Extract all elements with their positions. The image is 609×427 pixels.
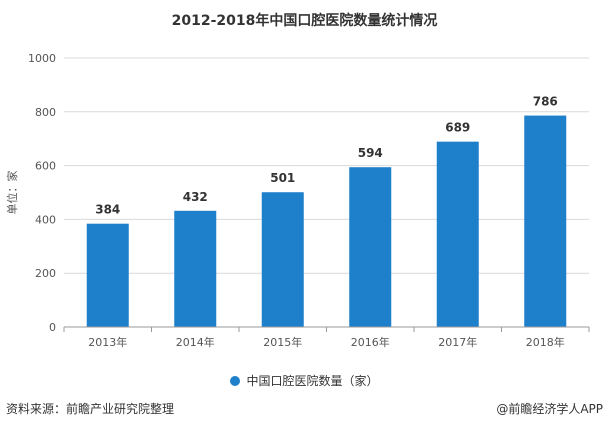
gridlines: [64, 57, 589, 274]
x-axis-ticks: 2013年 2014年 2015年 2016年 2017年 2018年: [63, 327, 590, 349]
x-tick-label: 2013年: [88, 335, 127, 349]
data-label: 594: [358, 146, 383, 160]
bar: [524, 115, 567, 327]
legend: 中国口腔医院数量（家）: [0, 372, 609, 389]
y-tick-label: 600: [35, 160, 56, 173]
data-label: 501: [270, 171, 295, 185]
data-label: 384: [95, 203, 120, 217]
y-tick-label: 0: [49, 321, 56, 334]
x-tick-label: 2017年: [438, 335, 477, 349]
data-label: 786: [533, 95, 558, 109]
x-tick-label: 2014年: [176, 335, 215, 349]
y-tick-label: 1000: [28, 52, 56, 65]
bar: [261, 192, 304, 327]
chart-title: 2012-2018年中国口腔医院数量统计情况: [171, 13, 438, 29]
x-tick-label: 2015年: [263, 335, 302, 349]
bars: [86, 115, 567, 327]
y-tick-label: 200: [35, 267, 56, 280]
bar: [436, 141, 479, 327]
credit-note: @前瞻经济学人APP: [496, 402, 603, 416]
x-tick-label: 2016年: [351, 335, 390, 349]
legend-label: 中国口腔医院数量（家）: [246, 374, 379, 388]
bar: [349, 167, 392, 327]
y-axis-label: 单位：家: [5, 171, 19, 215]
y-axis-ticks: 0 200 400 600 800 1000: [28, 52, 56, 334]
source-note: 资料来源：前瞻产业研究院整理: [6, 402, 175, 416]
y-tick-label: 800: [35, 106, 56, 119]
y-tick-label: 400: [35, 213, 56, 226]
data-label: 432: [183, 190, 208, 204]
data-labels: 384 432 501 594 689 786: [95, 95, 558, 217]
bar: [86, 223, 129, 327]
x-tick-label: 2018年: [526, 335, 565, 349]
data-label: 689: [445, 121, 470, 135]
legend-swatch: [230, 375, 241, 386]
bar: [174, 210, 217, 327]
